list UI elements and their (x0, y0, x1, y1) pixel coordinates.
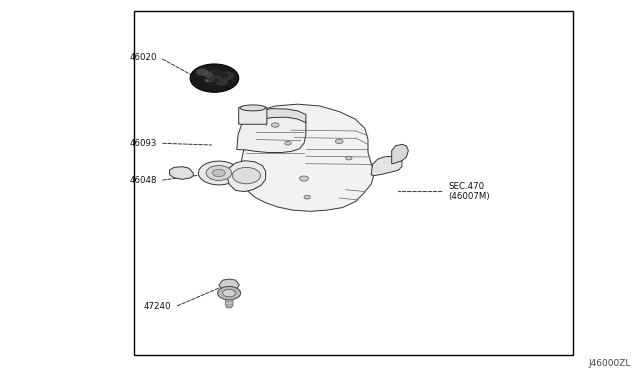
Circle shape (208, 75, 220, 81)
Circle shape (205, 78, 211, 82)
Circle shape (207, 74, 221, 82)
Circle shape (232, 167, 260, 184)
Ellipse shape (240, 105, 266, 111)
Polygon shape (392, 144, 408, 164)
Circle shape (213, 74, 222, 78)
Circle shape (198, 161, 239, 185)
Circle shape (223, 289, 236, 297)
Circle shape (300, 176, 308, 181)
Circle shape (218, 286, 241, 300)
Circle shape (285, 141, 291, 145)
Circle shape (212, 169, 225, 177)
Circle shape (216, 78, 228, 86)
Polygon shape (227, 161, 266, 192)
Text: 47240: 47240 (144, 302, 172, 311)
Polygon shape (237, 109, 306, 153)
Circle shape (209, 69, 221, 75)
Text: 46093: 46093 (129, 139, 157, 148)
FancyBboxPatch shape (239, 107, 267, 124)
Polygon shape (225, 295, 233, 308)
Circle shape (335, 139, 343, 144)
Circle shape (203, 71, 213, 77)
Bar (134, 11, 573, 355)
Circle shape (196, 68, 209, 76)
Circle shape (190, 64, 239, 92)
Circle shape (209, 75, 220, 81)
Polygon shape (238, 109, 306, 124)
Circle shape (346, 156, 352, 160)
Circle shape (213, 79, 220, 83)
Polygon shape (170, 167, 193, 179)
Circle shape (220, 73, 228, 78)
Polygon shape (240, 104, 374, 211)
Text: SEC.470
(46007M): SEC.470 (46007M) (448, 182, 490, 201)
Circle shape (206, 166, 232, 180)
Circle shape (271, 123, 279, 127)
Polygon shape (371, 156, 402, 176)
Text: 46020: 46020 (129, 53, 157, 62)
Text: J46000ZL: J46000ZL (588, 359, 630, 368)
Polygon shape (219, 279, 239, 292)
Circle shape (212, 74, 220, 79)
Text: 46048: 46048 (129, 176, 157, 185)
Circle shape (220, 71, 234, 80)
Circle shape (304, 195, 310, 199)
